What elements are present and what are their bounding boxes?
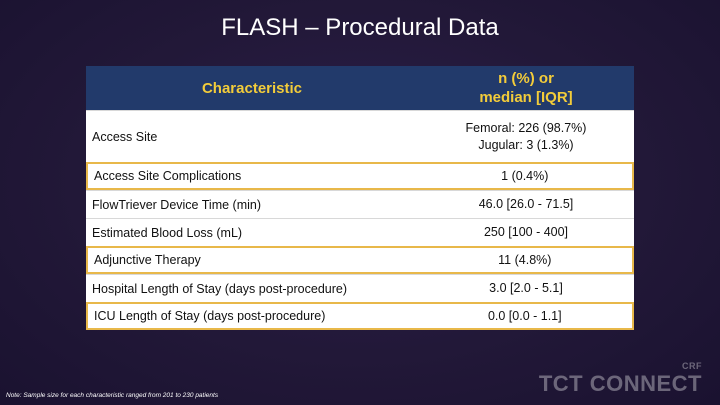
table-row-icu-stay: ICU Length of Stay (days post-procedure)… [86, 302, 634, 330]
table-row-device-time: FlowTriever Device Time (min) 46.0 [26.0… [86, 190, 634, 218]
header-value: n (%) or median [IQR] [418, 66, 634, 110]
crf-logo-text: CRF [682, 361, 702, 371]
footnote: Note: Sample size for each characteristi… [6, 392, 219, 399]
header-characteristic: Characteristic [201, 79, 303, 97]
row-label: Access Site Complications [94, 169, 242, 183]
row-label: Estimated Blood Loss (mL) [92, 225, 243, 240]
row-label: FlowTriever Device Time (min) [92, 197, 262, 212]
row-label: ICU Length of Stay (days post-procedure) [94, 309, 326, 323]
tct-connect-logo: CRF TCT CONNECT [539, 361, 702, 397]
row-value: Femoral: 226 (98.7%) Jugular: 3 (1.3%) [418, 120, 634, 154]
row-value: 250 [100 - 400] [483, 225, 569, 239]
row-value: 46.0 [26.0 - 71.5] [478, 197, 574, 211]
table-row-blood-loss: Estimated Blood Loss (mL) 250 [100 - 400… [86, 218, 634, 246]
header-value-line2: median [IQR] [479, 89, 573, 106]
row-value: 3.0 [2.0 - 5.1] [489, 281, 563, 295]
table-row-access-site: Access Site Femoral: 226 (98.7%) Jugular… [86, 110, 634, 162]
table-row-access-site-complications: Access Site Complications 1 (0.4%) [86, 162, 634, 190]
slide-title: FLASH – Procedural Data [221, 14, 499, 41]
row-value: 1 (0.4%) [501, 168, 549, 183]
row-value: 11 (4.8%) [498, 252, 552, 267]
row-value-line1: Femoral: 226 (98.7%) [465, 120, 587, 135]
row-label: Access Site [92, 129, 158, 144]
tct-connect-logo-text: TCT CONNECT [538, 371, 702, 396]
table-header: Characteristic n (%) or median [IQR] [86, 66, 634, 110]
row-label: Adjunctive Therapy [94, 253, 201, 267]
table-row-hospital-stay: Hospital Length of Stay (days post-proce… [86, 274, 634, 302]
table-row-adjunctive-therapy: Adjunctive Therapy 11 (4.8%) [86, 246, 634, 274]
row-value: 0.0 [0.0 - 1.1] [487, 308, 562, 323]
row-value-line2: Jugular: 3 (1.3%) [478, 137, 574, 152]
procedural-data-table: Characteristic n (%) or median [IQR] Acc… [86, 66, 634, 330]
header-value-line1: n (%) or [498, 70, 554, 87]
row-label: Hospital Length of Stay (days post-proce… [92, 281, 347, 296]
